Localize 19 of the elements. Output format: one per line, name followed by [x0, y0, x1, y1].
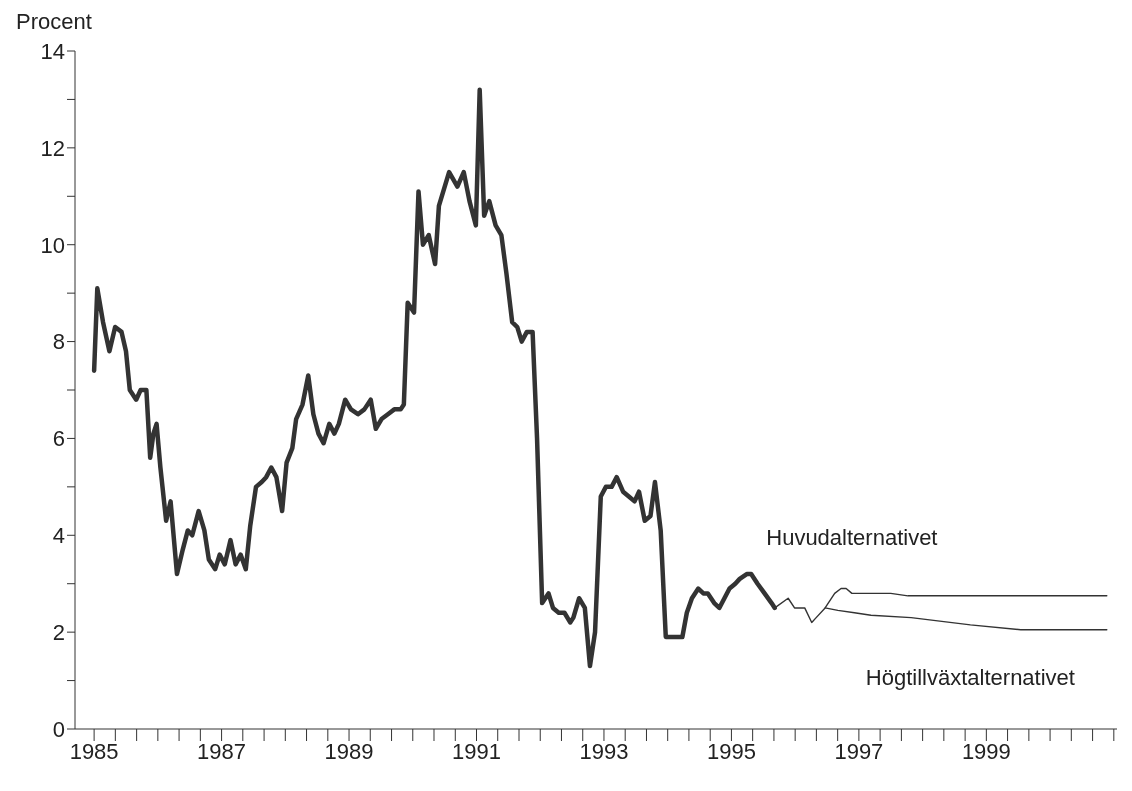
y-tick-label: 2: [52, 619, 65, 645]
y-tick-label: 0: [52, 716, 65, 742]
x-tick-label: 1989: [324, 738, 374, 764]
x-tick-label: 1985: [69, 738, 119, 764]
y-tick-label: 6: [52, 426, 65, 452]
y-tick-label: 8: [52, 329, 65, 355]
y-tick-label: 12: [40, 135, 65, 161]
y-axis-title: Procent: [16, 9, 92, 34]
x-tick-label: 1995: [706, 738, 756, 764]
x-tick-label: 1999: [961, 738, 1011, 764]
series-label: Högtillväxtalternativet: [865, 664, 1075, 690]
text: Huvudalternativet: [766, 525, 938, 551]
y-tick-label: 14: [40, 38, 65, 64]
y-tick-label: 10: [40, 232, 65, 258]
x-tick-label: 1991: [452, 738, 501, 764]
x-tick-label: 1993: [579, 738, 629, 764]
y-tick-label: 4: [52, 523, 65, 549]
x-tick-label: 1997: [834, 738, 884, 764]
x-tick-label: 1987: [197, 738, 247, 764]
